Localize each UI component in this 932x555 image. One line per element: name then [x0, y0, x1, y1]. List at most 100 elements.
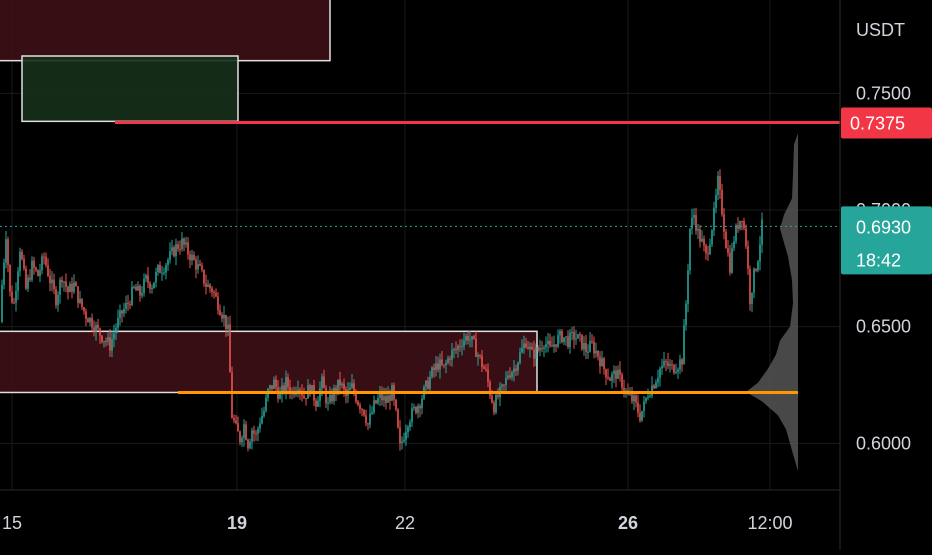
candle-body: [535, 347, 537, 359]
candle-body: [205, 283, 207, 287]
candle-body: [369, 413, 371, 425]
candle-body: [349, 387, 351, 391]
candle-body: [257, 428, 259, 434]
candle-body: [415, 406, 417, 413]
candle-body: [371, 412, 373, 414]
candle-body: [643, 401, 645, 411]
candle-body: [271, 385, 273, 389]
candle-body: [27, 277, 29, 289]
candle-body: [661, 365, 663, 369]
candle-body: [671, 364, 673, 366]
candle-body: [207, 284, 209, 287]
candle-body: [483, 366, 485, 369]
candle-body: [625, 390, 627, 392]
candle-body: [603, 358, 605, 370]
candle-body: [461, 346, 463, 348]
candle-body: [397, 409, 399, 428]
candle-body: [265, 397, 267, 411]
candle-body: [707, 253, 709, 255]
candle-body: [41, 256, 43, 271]
candle-body: [583, 343, 585, 350]
candle-body: [561, 331, 563, 343]
candle-body: [149, 282, 151, 289]
candle-body: [367, 423, 369, 425]
candle-body: [231, 372, 233, 418]
candle-body: [263, 410, 265, 416]
candle-body: [47, 265, 49, 276]
candle-body: [9, 264, 11, 292]
candle-body: [129, 304, 131, 306]
resistance-price-label: 0.7375: [850, 114, 905, 134]
candle-body: [629, 394, 631, 396]
demand-zone: [21, 55, 239, 123]
candle-body: [275, 379, 277, 388]
candle-body: [645, 397, 647, 402]
candle-body: [35, 267, 37, 271]
candle-body: [135, 286, 137, 291]
candle-body: [663, 360, 665, 366]
candle-body: [357, 401, 359, 405]
candle-body: [229, 324, 231, 373]
candle-body: [455, 348, 457, 350]
resistance-price-tag: 0.7375: [841, 107, 932, 139]
candle-body: [441, 359, 443, 365]
price-tick-label: 0.7500: [856, 83, 911, 103]
time-axis[interactable]: 15 19 22 26 12:00: [2, 513, 793, 533]
candle-body: [493, 402, 495, 413]
candle-body: [215, 293, 217, 297]
candle-body: [209, 284, 211, 289]
candle-body: [341, 383, 343, 386]
candle-body: [253, 430, 255, 434]
candle-body: [389, 395, 391, 401]
candle-body: [105, 341, 107, 343]
candle-body: [473, 336, 475, 339]
candle-body: [605, 369, 607, 378]
candle-body: [235, 420, 237, 424]
candle-body: [453, 348, 455, 351]
candle-body: [251, 430, 253, 442]
candle-body: [719, 176, 721, 190]
candle-body: [379, 392, 381, 398]
candle-body: [331, 394, 333, 402]
candle-body: [749, 268, 751, 305]
candle-body: [321, 376, 323, 388]
candle-body: [753, 268, 755, 293]
candle-body: [495, 394, 497, 413]
candle-body: [731, 248, 733, 273]
candle-body: [353, 383, 355, 393]
candle-body: [427, 380, 429, 389]
candle-body: [555, 344, 557, 347]
candle-body: [679, 359, 681, 370]
candle-body: [653, 385, 655, 389]
candle-body: [173, 247, 175, 257]
candle-body: [713, 207, 715, 231]
candle-body: [39, 270, 41, 277]
candle-body: [305, 398, 307, 400]
candle-body: [95, 324, 97, 332]
candle-body: [615, 370, 617, 379]
candle-body: [299, 389, 301, 391]
candle-body: [351, 383, 353, 388]
candle-body: [579, 334, 581, 336]
candle-body: [571, 331, 573, 333]
candle-body: [61, 279, 63, 283]
candle-body: [241, 437, 243, 443]
candle-body: [25, 268, 27, 289]
candle-body: [567, 336, 569, 348]
candle-body: [79, 298, 81, 303]
candle-body: [191, 254, 193, 261]
candle-body: [387, 395, 389, 403]
candle-body: [71, 283, 73, 292]
candle-body: [481, 355, 483, 367]
candle-body: [655, 382, 657, 389]
candle-body: [221, 314, 223, 319]
candle-body: [91, 317, 93, 328]
candle-body: [411, 408, 413, 423]
candle-body: [725, 231, 727, 249]
candle-body: [557, 335, 559, 347]
candle-body: [381, 392, 383, 401]
candle-body: [677, 369, 679, 372]
candle-body: [747, 246, 749, 269]
